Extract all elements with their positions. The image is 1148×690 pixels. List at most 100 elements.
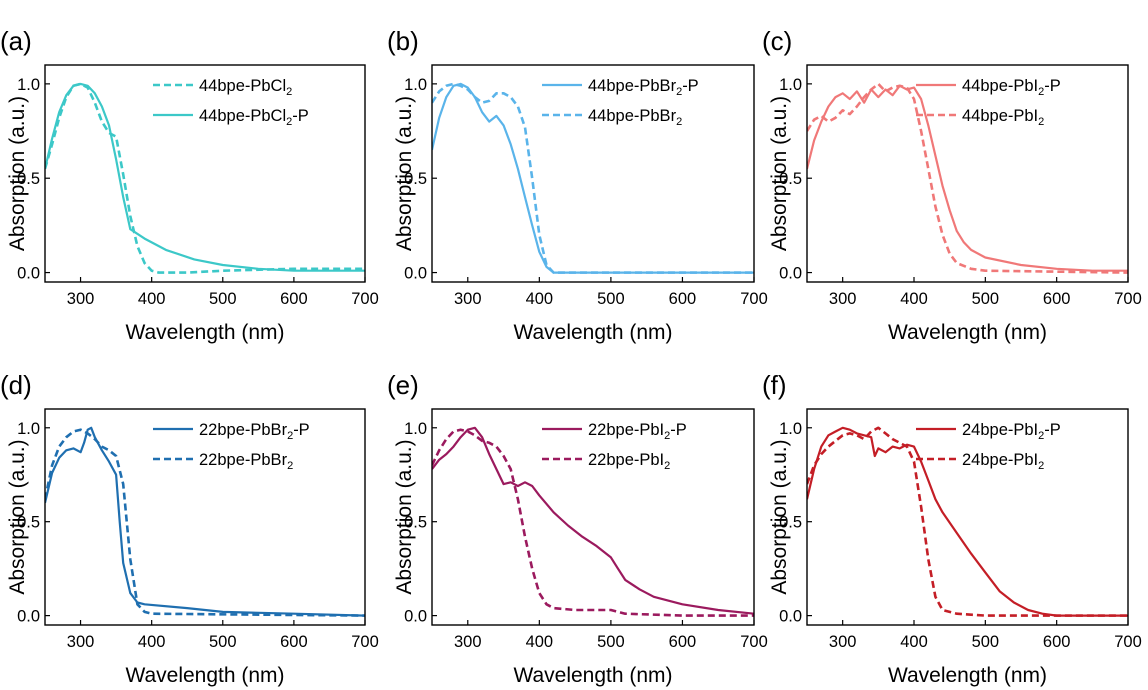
- x-tick-label: 500: [209, 633, 237, 651]
- legend-label: 24bpe-PbI2: [962, 451, 1044, 472]
- panel-label: (c): [762, 26, 792, 56]
- x-tick-label: 300: [829, 633, 857, 651]
- x-tick-label: 400: [138, 633, 166, 651]
- y-tick-label: 1.0: [779, 76, 802, 94]
- legend-label: 44bpe-PbI2-P: [962, 77, 1061, 98]
- y-tick-label: 0.0: [17, 608, 40, 626]
- y-tick-label: 1.0: [404, 420, 427, 438]
- plot-frame: [431, 64, 755, 283]
- legend-label: 22bpe-PbI2: [588, 451, 670, 472]
- plot-frame: [806, 64, 1129, 283]
- x-tick-label: 700: [1114, 290, 1142, 308]
- panel-c: 300 400 500 600 700 0.0 0.5 1.0 Wavelength (nm) A…: [762, 26, 1142, 344]
- series-line-2: [432, 82, 754, 274]
- panel-label: (b): [387, 26, 419, 56]
- x-tick-label: 300: [829, 290, 857, 308]
- legend-label: 22bpe-PbBr2: [199, 451, 293, 472]
- x-tick-label: 500: [972, 290, 1000, 308]
- legend-label: 22bpe-PbBr2-P: [199, 421, 310, 442]
- x-tick-label: 400: [900, 290, 928, 308]
- x-tick-label: 700: [1114, 633, 1142, 651]
- x-axis-title: Wavelength (nm): [888, 321, 1047, 344]
- panel-d: 300 400 500 600 700 0.0 0.5 1.0 Wavelength (nm) A…: [0, 370, 379, 687]
- x-axis-title: Wavelength (nm): [125, 321, 284, 344]
- panel-b: 300 400 500 600 700 0.0 0.5 1.0 Wavelength (nm) A…: [387, 26, 768, 344]
- plot-frame: [44, 64, 366, 283]
- y-axis-title: Absorption (a.u.): [393, 96, 416, 251]
- legend-label: 44bpe-PbBr2-P: [588, 77, 699, 98]
- y-axis-title: Absorption (a.u.): [6, 439, 29, 594]
- y-tick-label: 0.0: [17, 265, 40, 283]
- x-tick-label: 600: [280, 633, 308, 651]
- x-tick-label: 600: [669, 290, 697, 308]
- x-tick-label: 500: [597, 633, 625, 651]
- panel-label: (f): [762, 370, 787, 400]
- legend-label: 44bpe-PbI2: [962, 107, 1044, 128]
- x-tick-label: 600: [1043, 290, 1071, 308]
- y-tick-label: 0.5: [779, 514, 802, 532]
- y-tick-label: 0.5: [779, 170, 802, 188]
- y-tick-label: 0.5: [17, 170, 40, 188]
- x-axis-title: Wavelength (nm): [513, 321, 672, 344]
- series-line-2: [45, 428, 365, 617]
- x-tick-label: 600: [1043, 633, 1071, 651]
- x-tick-label: 400: [900, 633, 928, 651]
- y-tick-label: 0.0: [404, 265, 427, 283]
- x-tick-label: 300: [67, 290, 95, 308]
- y-axis-title: Absorption (a.u.): [393, 439, 416, 594]
- x-axis-title: Wavelength (nm): [888, 664, 1047, 687]
- y-axis-title: Absorption (a.u.): [6, 96, 29, 251]
- y-tick-label: 1.0: [779, 420, 802, 438]
- panel-a: 300 400 500 600 700 0.0 0.5 1.0 Wavelength (nm) A…: [0, 26, 379, 344]
- x-tick-label: 300: [454, 633, 482, 651]
- x-tick-label: 700: [740, 633, 768, 651]
- x-tick-label: 700: [351, 633, 379, 651]
- series-line-2: [807, 82, 1128, 274]
- y-tick-label: 1.0: [17, 76, 40, 94]
- y-tick-label: 0.0: [404, 608, 427, 626]
- plot-frame: [806, 408, 1129, 626]
- plot-frame: [431, 408, 755, 626]
- y-tick-label: 0.0: [779, 608, 802, 626]
- y-tick-label: 0.5: [17, 514, 40, 532]
- x-tick-label: 500: [209, 290, 237, 308]
- x-axis-title: Wavelength (nm): [513, 664, 672, 687]
- series-line-1: [45, 426, 365, 617]
- x-tick-label: 300: [454, 290, 482, 308]
- legend-label: 44bpe-PbCl2-P: [199, 107, 309, 128]
- series-line-2: [45, 82, 365, 272]
- plot-frame: [44, 408, 366, 626]
- y-tick-label: 0.0: [779, 265, 802, 283]
- y-axis-title: Absorption (a.u.): [768, 439, 791, 594]
- y-tick-label: 0.5: [404, 170, 427, 188]
- x-tick-label: 400: [526, 633, 554, 651]
- y-tick-label: 1.0: [404, 76, 427, 94]
- panel-label: (e): [387, 370, 419, 400]
- series-line-2: [432, 428, 754, 617]
- panel-label: (a): [0, 26, 32, 56]
- legend-label: 24bpe-PbI2-P: [962, 421, 1061, 442]
- y-tick-label: 1.0: [17, 420, 40, 438]
- series-line-1: [807, 426, 1128, 617]
- x-tick-label: 700: [740, 290, 768, 308]
- x-tick-label: 600: [280, 290, 308, 308]
- series-line-1: [432, 426, 754, 615]
- x-axis-title: Wavelength (nm): [125, 664, 284, 687]
- x-tick-label: 600: [669, 633, 697, 651]
- x-tick-label: 500: [972, 633, 1000, 651]
- x-tick-label: 400: [526, 290, 554, 308]
- x-tick-label: 700: [351, 290, 379, 308]
- panel-e: 300 400 500 600 700 0.0 0.5 1.0 Wavelength (nm) A…: [387, 370, 768, 687]
- legend-label: 44bpe-PbCl2: [199, 77, 292, 98]
- legend-label: 44bpe-PbBr2: [588, 107, 682, 128]
- panel-f: 300 400 500 600 700 0.0 0.5 1.0 Wavelength (nm) A…: [762, 370, 1142, 687]
- y-axis-title: Absorption (a.u.): [768, 96, 791, 251]
- legend-label: 22bpe-PbI2-P: [588, 421, 687, 442]
- series-line-2: [807, 426, 1128, 617]
- panel-label: (d): [0, 370, 32, 400]
- x-tick-label: 300: [67, 633, 95, 651]
- y-tick-label: 0.5: [404, 514, 427, 532]
- x-tick-label: 500: [597, 290, 625, 308]
- x-tick-label: 400: [138, 290, 166, 308]
